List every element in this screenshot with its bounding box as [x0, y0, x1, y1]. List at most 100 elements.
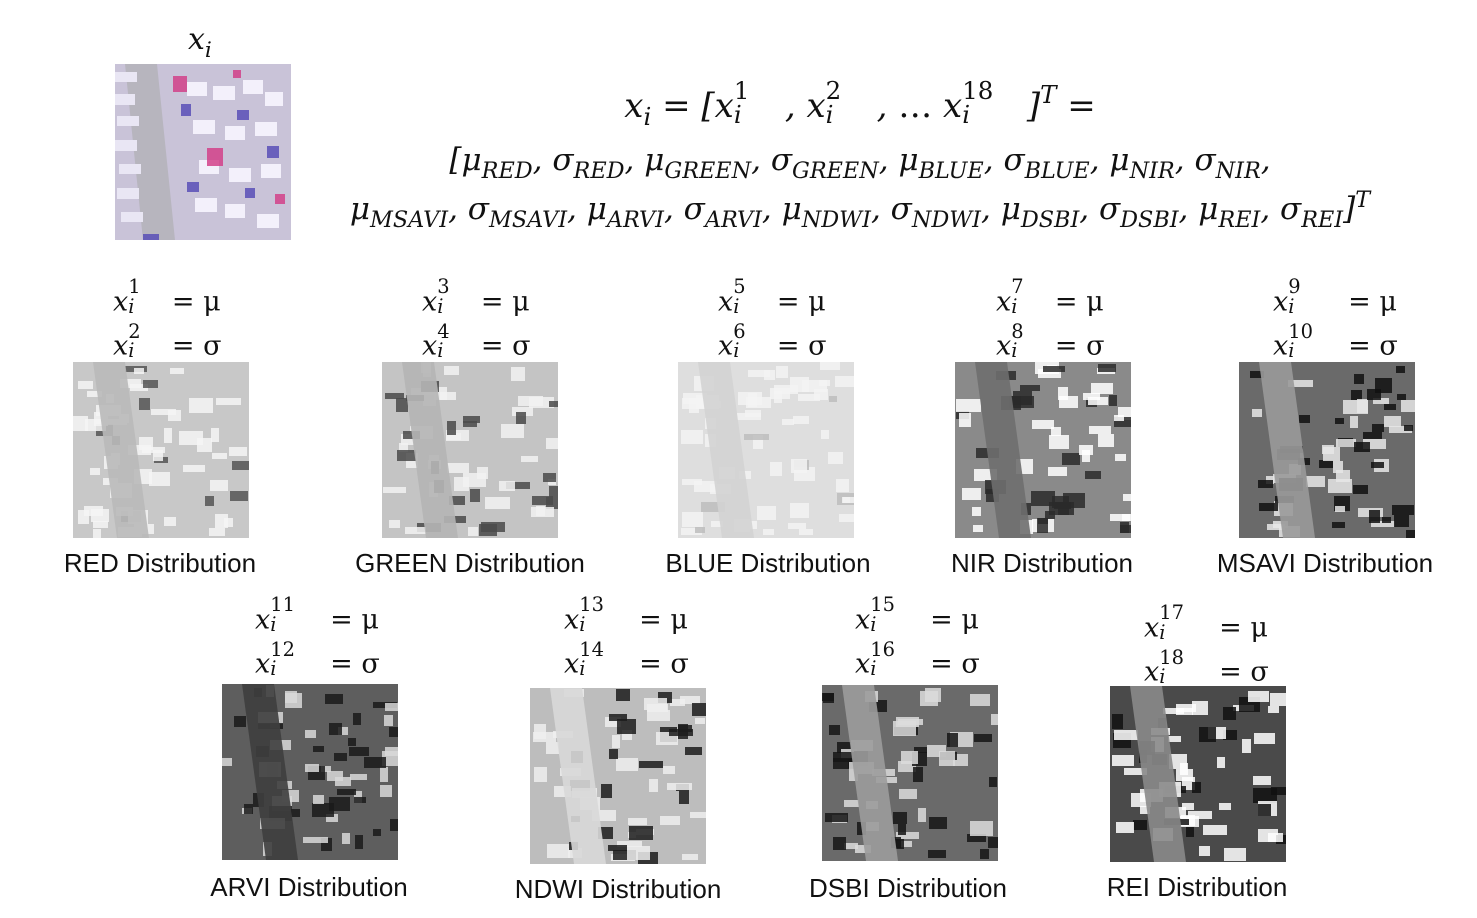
- eq-sub: i: [437, 339, 444, 363]
- sigma-equation: x 16 i = σ: [855, 638, 980, 684]
- mu-index: 17: [1159, 601, 1184, 625]
- eq-sub: i: [1159, 620, 1166, 644]
- eq-sub: i: [579, 612, 586, 636]
- eq-var: x: [996, 286, 1012, 318]
- mu-index: 13: [579, 593, 604, 617]
- formula-term: μMSAVI: [349, 190, 449, 233]
- formula-term: μDSBI: [1000, 190, 1080, 233]
- formula-term: σARVI: [683, 190, 762, 233]
- eq-var: x: [996, 330, 1012, 362]
- mu-rhs: = μ: [1348, 286, 1397, 318]
- formula-line-3: μMSAVI, σMSAVI, μARVI, σARVI, μNDWI, σND…: [349, 186, 1371, 233]
- eq-sub: i: [733, 294, 740, 318]
- panel-image-dsbi: [822, 685, 998, 861]
- eq-sub: i: [1011, 339, 1018, 363]
- mu-rhs: = μ: [639, 604, 688, 636]
- sigma-rhs: = σ: [930, 648, 980, 680]
- mu-index: 7: [1011, 275, 1024, 299]
- eq-var: x: [718, 286, 734, 318]
- sigma-index: 14: [579, 637, 604, 661]
- xi-caption: xi: [188, 22, 212, 63]
- eq-var: x: [564, 604, 580, 636]
- mu-rhs: = μ: [930, 604, 979, 636]
- sigma-index: 10: [1288, 319, 1313, 343]
- eq-var: x: [422, 286, 438, 318]
- band-texture: [822, 685, 998, 861]
- panel-image-green: [382, 362, 558, 538]
- mu-rhs: = μ: [330, 604, 379, 636]
- formula-term: σGREEN: [770, 141, 879, 184]
- panel-label-arvi: ARVI Distribution: [210, 872, 408, 902]
- sigma-index: 18: [1159, 645, 1184, 669]
- panel-image-arvi: [222, 684, 398, 860]
- panel-label-ndwi: NDWI Distribution: [514, 874, 722, 904]
- panel-equations-arvi: x 11 i = μ x 12 i = σ: [255, 593, 380, 685]
- eq-var: x: [113, 286, 129, 318]
- formula-line-2: [μRED, σRED, μGREEN, σGREEN, μBLUE, σBLU…: [449, 141, 1271, 184]
- eq-sub: i: [1288, 294, 1295, 318]
- eq-var: x: [422, 330, 438, 362]
- band-texture: [678, 362, 854, 538]
- sigma-rhs: = σ: [480, 330, 531, 362]
- band-texture: [73, 362, 249, 538]
- formula-term: σDSBI: [1098, 190, 1179, 233]
- panel-label-red: RED Distribution: [63, 548, 257, 578]
- eq-sub: i: [270, 612, 277, 636]
- mu-index: 3: [437, 275, 450, 299]
- eq-sub: i: [437, 294, 444, 318]
- mu-rhs: = μ: [480, 286, 530, 318]
- eq-var: x: [718, 330, 734, 362]
- eq-sub: i: [128, 339, 135, 363]
- eq-sub: i: [1011, 294, 1018, 318]
- eq-sub: i: [733, 339, 740, 363]
- eq-var: x: [855, 604, 871, 636]
- band-texture: [222, 684, 398, 860]
- formula-term: σMSAVI: [467, 190, 568, 233]
- mu-index: 9: [1288, 275, 1301, 299]
- panel-equations-dsbi: x 15 i = μ x 16 i = σ: [855, 593, 980, 685]
- eq-sub: i: [1159, 665, 1166, 689]
- sigma-rhs: = σ: [1348, 330, 1398, 362]
- sigma-index: 12: [270, 637, 295, 661]
- mu-rhs: = μ: [1219, 612, 1268, 644]
- formula-term: μREI: [1198, 190, 1261, 233]
- eq-var: x: [1144, 612, 1160, 644]
- eq-var: x: [855, 648, 871, 680]
- mu-rhs: = μ: [171, 286, 221, 318]
- panel-label-nir: NIR Distribution: [950, 548, 1134, 578]
- panel-image-nir: [955, 362, 1131, 538]
- band-texture: [1110, 686, 1286, 862]
- eq-sub: i: [870, 657, 877, 681]
- band-texture: [1239, 362, 1415, 538]
- panel-label-green: GREEN Distribution: [355, 548, 585, 578]
- formula-term: σNDWI: [890, 190, 981, 233]
- panel-label-dsbi: DSBI Distribution: [809, 873, 1007, 903]
- eq-sub: i: [579, 657, 586, 681]
- mu-index: 1: [128, 275, 141, 299]
- formula-term: μGREEN: [644, 141, 752, 184]
- panel-image-blue: [678, 362, 854, 538]
- eq-var: x: [1144, 656, 1160, 688]
- sigma-index: 16: [870, 637, 895, 661]
- sigma-equation: x 14 i = σ: [564, 638, 689, 684]
- panel-label-msavi: MSAVI Distribution: [1216, 548, 1434, 578]
- formula-term: σREI: [1280, 190, 1344, 233]
- sigma-equation: x 10 i = σ: [1273, 320, 1398, 366]
- panel-image-ndwi: [530, 688, 706, 864]
- eq-var: x: [1273, 330, 1289, 362]
- sigma-index: 4: [437, 319, 450, 343]
- formula-term: μRED: [461, 141, 533, 184]
- formula-term: σNIR: [1194, 141, 1261, 184]
- mu-equation: x 17 i = μ: [1144, 601, 1269, 648]
